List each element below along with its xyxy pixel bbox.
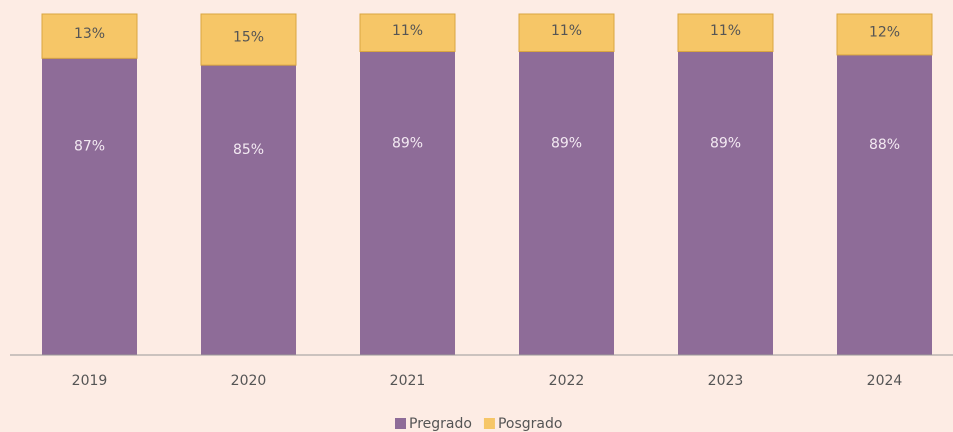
data-label: 12% <box>869 24 900 40</box>
data-label: 89% <box>710 135 741 151</box>
bar-segment <box>360 51 455 355</box>
bar-segment <box>836 13 933 56</box>
x-tick-label: 2020 <box>231 373 267 389</box>
bar-segment <box>519 51 614 355</box>
legend-swatch <box>483 418 495 429</box>
bar-segment <box>201 65 296 356</box>
bar-segment <box>42 58 137 356</box>
data-label: 89% <box>551 135 582 151</box>
data-label: 88% <box>869 137 900 153</box>
x-tick-label: 2023 <box>708 373 744 389</box>
legend-label: Posgrado <box>498 416 562 432</box>
data-label: 11% <box>392 23 423 39</box>
data-label: 85% <box>233 142 264 158</box>
bar-segment <box>837 54 932 356</box>
bar-segment <box>41 13 138 59</box>
data-label: 89% <box>392 135 423 151</box>
data-label: 11% <box>710 23 741 39</box>
x-tick-label: 2021 <box>390 373 426 389</box>
x-tick-label: 2024 <box>867 373 903 389</box>
legend-swatch <box>395 418 406 429</box>
x-tick-label: 2022 <box>549 373 585 389</box>
bar-segment <box>677 13 774 53</box>
x-tick-label: 2019 <box>72 373 108 389</box>
bar-segment <box>200 13 297 66</box>
data-label: 13% <box>74 26 105 42</box>
bar-segment <box>518 13 615 53</box>
bar-segment <box>359 13 456 53</box>
data-label: 15% <box>233 30 264 46</box>
data-label: 11% <box>551 23 582 39</box>
bar-segment <box>678 51 773 355</box>
legend-label: Pregrado <box>409 416 472 432</box>
data-label: 87% <box>74 139 105 155</box>
